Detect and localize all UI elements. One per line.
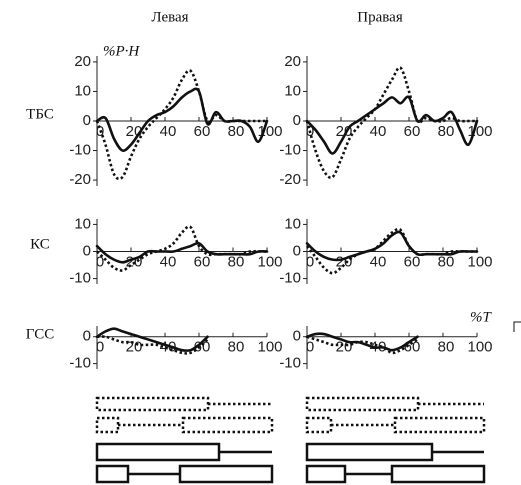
x-tick-label: 80: [438, 339, 455, 356]
y-tick-label: 0: [293, 112, 301, 129]
x-tick-label: 0: [306, 253, 314, 270]
y-tick-label: -10: [69, 270, 91, 287]
x-tick-label: 0: [306, 339, 314, 356]
x-tick-label: 60: [404, 253, 421, 270]
corner-mark: [513, 321, 521, 332]
y-tick-label: -20: [69, 171, 91, 188]
phase-bar: [181, 416, 274, 434]
x-unit: %T: [470, 309, 492, 325]
gait-diagram: [95, 396, 486, 484]
y-tick-label: -10: [279, 355, 301, 372]
data-line: [305, 95, 479, 155]
data-line: [95, 241, 269, 264]
y-tick-label: -10: [69, 142, 91, 159]
data-line: [305, 227, 477, 275]
phase-bar: [95, 396, 210, 412]
data-line: [96, 225, 267, 272]
phase-bar: [305, 442, 434, 462]
x-tick-label: 60: [194, 339, 211, 356]
y-tick-label: -10: [279, 270, 301, 287]
data-line: [95, 69, 267, 181]
y-tick-label: 0: [83, 328, 91, 345]
y-tick-label: 0: [293, 242, 301, 259]
x-tick-label: 60: [194, 253, 211, 270]
x-tick-label: 100: [257, 339, 282, 356]
x-tick-label: 80: [228, 339, 245, 356]
x-tick-label: 40: [160, 253, 177, 270]
y-tick-label: -20: [279, 171, 301, 188]
phase-bar: [305, 396, 420, 412]
x-tick-label: 80: [438, 253, 455, 270]
y-unit: %P·H: [103, 43, 140, 59]
data-line: [305, 66, 477, 179]
phase-bar: [305, 416, 333, 434]
y-tick-label: 0: [83, 242, 91, 259]
y-tick-label: 0: [83, 112, 91, 129]
row-label: ГСС: [26, 326, 54, 342]
y-tick-label: 0: [293, 328, 301, 345]
y-tick-label: 10: [284, 215, 301, 232]
data-line: [95, 327, 209, 352]
x-tick-label: 100: [257, 253, 282, 270]
y-tick-label: 10: [74, 215, 91, 232]
x-tick-label: 0: [96, 253, 104, 270]
data-line: [95, 87, 269, 152]
y-tick-label: 10: [284, 82, 301, 99]
phase-bar: [95, 416, 120, 434]
column-title: Левая: [151, 9, 188, 25]
x-tick-label: 100: [467, 253, 492, 270]
y-tick-label: 20: [284, 53, 301, 70]
y-tick-label: 20: [74, 53, 91, 70]
x-tick-label: 40: [370, 123, 387, 140]
y-tick-label: -10: [279, 142, 301, 159]
phase-bar: [390, 464, 486, 484]
phase-bar: [95, 442, 221, 462]
x-tick-label: 80: [228, 123, 245, 140]
data-line: [305, 332, 419, 352]
y-tick-label: 10: [74, 82, 91, 99]
phase-bar: [178, 464, 274, 484]
y-tick-label: -10: [69, 355, 91, 372]
data-line: [96, 335, 209, 355]
data-line: [305, 230, 479, 262]
data-line: [306, 335, 419, 355]
column-title: Правая: [357, 9, 403, 25]
x-tick-label: 0: [96, 339, 104, 356]
x-tick-label: 40: [160, 123, 177, 140]
x-tick-label: 80: [438, 123, 455, 140]
phase-bar: [305, 464, 347, 484]
phase-bar: [95, 464, 130, 484]
x-tick-label: 60: [194, 123, 211, 140]
x-tick-label: 100: [467, 339, 492, 356]
x-tick-label: 80: [228, 253, 245, 270]
row-label: КС: [30, 236, 50, 252]
x-tick-label: 60: [404, 123, 421, 140]
x-tick-label: 40: [370, 253, 387, 270]
row-label: ТБС: [26, 106, 54, 122]
phase-bar: [393, 416, 486, 434]
x-tick-label: 20: [126, 339, 143, 356]
